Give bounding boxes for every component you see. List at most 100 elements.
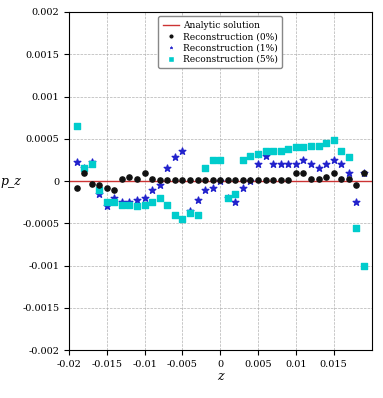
Point (187, 210, 193, 217)
Point (134, 176, 140, 183)
Point (225, 177, 231, 183)
Point (346, 154, 352, 160)
Point (141, 170, 147, 176)
Point (210, 157, 216, 163)
Point (308, 161, 314, 167)
Point (361, 263, 367, 269)
Point (217, 178, 223, 184)
Point (164, 177, 170, 183)
Point (240, 177, 246, 183)
Point (126, 199, 133, 205)
Point (217, 177, 223, 183)
Point (285, 161, 291, 167)
Point (74, 159, 80, 166)
Point (88, 161, 95, 167)
Point (331, 137, 337, 144)
Point (285, 146, 291, 152)
Point (149, 176, 155, 183)
Point (308, 176, 314, 183)
Point (119, 199, 125, 205)
Point (195, 197, 201, 203)
Point (338, 161, 344, 167)
Point (353, 199, 359, 205)
Point (300, 144, 306, 150)
Point (247, 178, 254, 184)
Point (164, 165, 170, 172)
Point (247, 152, 254, 159)
Point (240, 185, 246, 191)
Point (338, 176, 344, 183)
Point (346, 176, 352, 183)
Point (285, 177, 291, 183)
Point (195, 212, 201, 218)
Point (225, 195, 231, 201)
Point (232, 199, 238, 205)
Point (293, 161, 299, 167)
Point (255, 151, 261, 157)
Point (263, 152, 269, 159)
Point (210, 185, 216, 191)
Point (96, 182, 102, 189)
Point (187, 207, 193, 214)
Point (126, 174, 133, 180)
Point (164, 201, 170, 208)
Point (96, 186, 102, 193)
Point (232, 191, 238, 197)
Point (74, 185, 80, 191)
Point (179, 216, 185, 222)
Point (338, 148, 344, 155)
Point (119, 176, 125, 182)
Point (316, 176, 322, 183)
Point (323, 174, 329, 180)
Point (126, 201, 133, 208)
Point (270, 148, 276, 155)
Point (81, 165, 87, 172)
Point (81, 165, 87, 172)
Point (74, 123, 80, 129)
Point (172, 154, 178, 160)
Point (361, 170, 367, 176)
Point (278, 148, 284, 155)
Point (255, 161, 261, 167)
Point (353, 224, 359, 231)
Point (331, 157, 337, 163)
Point (202, 177, 208, 183)
Point (323, 161, 329, 167)
Point (263, 177, 269, 183)
Point (157, 195, 163, 201)
Point (293, 170, 299, 176)
Y-axis label: p_z: p_z (0, 175, 21, 187)
Legend: Analytic solution, Reconstruction (0%), Reconstruction (1%), Reconstruction (5%): Analytic solution, Reconstruction (0%), … (158, 16, 282, 68)
Point (247, 177, 254, 183)
Point (179, 148, 185, 155)
Point (316, 142, 322, 149)
Point (104, 203, 110, 210)
Point (149, 186, 155, 193)
Point (88, 159, 95, 166)
Point (202, 165, 208, 172)
Point (149, 199, 155, 205)
Point (255, 177, 261, 183)
Point (300, 170, 306, 176)
Point (111, 199, 117, 205)
Point (134, 197, 140, 203)
Point (172, 177, 178, 183)
Point (240, 157, 246, 163)
Point (157, 177, 163, 183)
Point (172, 212, 178, 218)
Point (270, 161, 276, 167)
Point (96, 191, 102, 197)
Point (195, 177, 201, 183)
Point (187, 177, 193, 183)
Point (323, 140, 329, 146)
Point (210, 177, 216, 183)
Point (316, 165, 322, 172)
Point (278, 161, 284, 167)
Point (361, 170, 367, 176)
Point (202, 186, 208, 193)
Point (141, 195, 147, 201)
Point (353, 182, 359, 189)
Point (300, 157, 306, 163)
Point (88, 180, 95, 187)
Point (104, 185, 110, 191)
